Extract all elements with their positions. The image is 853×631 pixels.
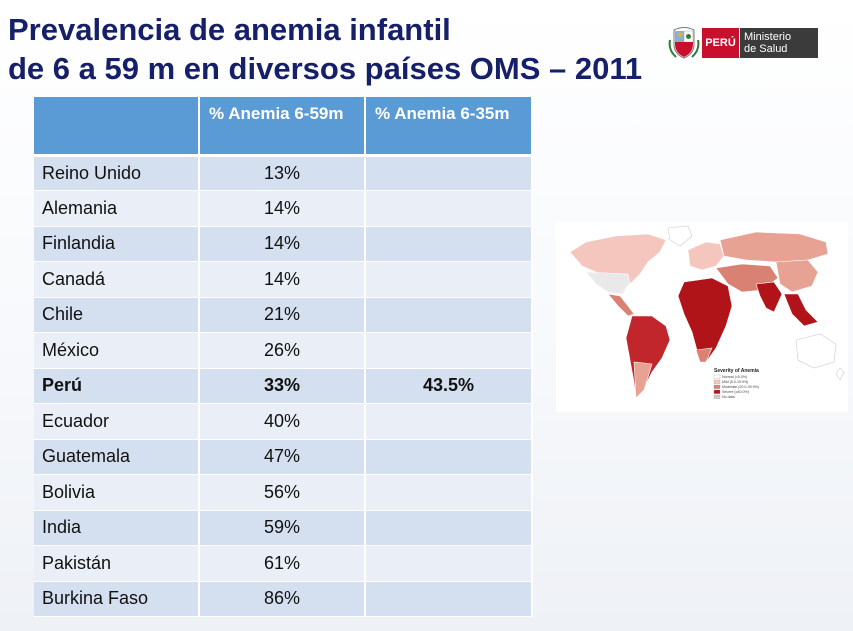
legend-label: Normal (<5.0%) [722,375,747,379]
anemia-6-59-cell: 33% [199,368,366,404]
anemia-6-59-cell: 21% [199,297,366,333]
anemia-6-59-cell: 59% [199,510,366,546]
map-region-north-asia [719,231,829,263]
anemia-6-35-cell [365,190,533,227]
map-legend: Severity of Anemia Normal (<5.0%)Mild (5… [713,368,759,399]
table-row: Alemania 14% [34,190,533,227]
anemia-6-59-cell: 86% [199,581,366,617]
anemia-6-35-cell [365,226,533,262]
map-region-australia [795,333,837,369]
table-header-row: % Anemia 6-59m % Anemia 6-35m [34,97,533,157]
legend-label: Moderate (20.0-39.9%) [722,385,759,389]
table-row: India 59% [34,510,533,546]
table-row: Burkina Faso 86% [34,581,533,617]
peru-label: PERÚ [702,28,739,58]
table-row: Canadá 14% [34,261,533,298]
anemia-6-59-cell: 14% [199,190,366,227]
country-cell: Perú [34,368,200,404]
country-cell: Canadá [34,261,200,298]
country-cell: Alemania [34,190,200,227]
header-anemia-6-59: % Anemia 6-59m [199,97,366,157]
anemia-6-59-cell: 61% [199,545,366,582]
country-cell: Guatemala [34,439,200,475]
legend-swatch [713,394,721,399]
world-map-graphic: Severity of Anemia Normal (<5.0%)Mild (5… [569,225,845,399]
map-region-central-america [607,293,635,317]
anemia-6-59-cell: 47% [199,439,366,475]
map-region-southeast-asia [783,293,819,327]
map-region-greenland [667,225,693,247]
header-anemia-6-35: % Anemia 6-35m [365,97,533,157]
map-region-usa [585,271,631,295]
anemia-6-59-cell: 56% [199,474,366,511]
country-cell: Chile [34,297,200,333]
map-region-africa [677,277,733,363]
table-row: Pakistán 61% [34,545,533,582]
map-region-south-america [625,315,671,399]
anemia-6-35-cell [365,403,533,440]
ministry-line-1: Ministerio [744,31,792,43]
country-cell: México [34,332,200,369]
table-row: Chile 21% [34,297,533,333]
table-row: Bolivia 56% [34,474,533,511]
anemia-6-35-cell [365,155,533,191]
legend-swatch [713,384,721,389]
legend-label: Mild (5.0-19.9%) [722,380,748,384]
legend-swatch [713,374,721,379]
anemia-6-59-cell: 14% [199,226,366,262]
anemia-6-59-cell: 40% [199,403,366,440]
title-line-1: Prevalencia de anemia infantil [8,12,451,47]
anemia-6-35-cell [365,474,533,511]
table-row: México 26% [34,332,533,369]
anemia-6-59-cell: 13% [199,155,366,191]
ministry-logo: PERÚ Ministerio de Salud [668,26,818,60]
country-cell: Bolivia [34,474,200,511]
anemia-6-59-cell: 26% [199,332,366,369]
legend-title: Severity of Anemia [714,368,759,374]
country-cell: India [34,510,200,546]
legend-swatch [713,379,721,384]
country-cell: Burkina Faso [34,581,200,617]
header-country [34,97,200,157]
map-region-southern-cone [633,361,653,399]
world-anemia-map: Severity of Anemia Normal (<5.0%) Mild (5… [556,222,848,412]
legend-swatch [713,389,721,394]
anemia-6-35-cell [365,261,533,298]
title-line-2: de 6 a 59 m en diversos países OMS – 201… [8,51,643,86]
anemia-6-59-cell: 14% [199,261,366,298]
anemia-6-35-cell [365,581,533,617]
country-cell: Reino Unido [34,155,200,191]
anemia-6-35-cell [365,332,533,369]
legend-label: No data [722,395,735,399]
map-region-new-zealand [835,367,845,381]
anemia-6-35-cell [365,510,533,546]
country-cell: Finlandia [34,226,200,262]
anemia-6-35-cell [365,297,533,333]
table-row: Ecuador 40% [34,403,533,440]
map-region-europe [687,241,725,271]
table-row: Perú 33% 43.5% [34,368,533,404]
anemia-table: % Anemia 6-59m % Anemia 6-35m Reino Unid… [34,97,533,617]
anemia-6-35-cell [365,439,533,475]
country-cell: Ecuador [34,403,200,440]
legend-label: Severe (≥40.0%) [722,390,749,394]
map-region-southern-africa [695,347,713,363]
table-row: Reino Unido 13% [34,155,533,191]
country-cell: Pakistán [34,545,200,582]
map-region-south-asia [755,281,783,313]
ministry-label: Ministerio de Salud [740,28,818,58]
peru-coat-of-arms-icon [668,27,700,59]
ministry-line-2: de Salud [744,43,788,55]
anemia-6-35-cell: 43.5% [365,368,533,404]
anemia-6-35-cell [365,545,533,582]
table-row: Guatemala 47% [34,439,533,475]
slide-title: Prevalencia de anemia infantil de 6 a 59… [8,10,642,88]
map-region-east-asia [775,259,819,293]
table-row: Finlandia 14% [34,226,533,262]
